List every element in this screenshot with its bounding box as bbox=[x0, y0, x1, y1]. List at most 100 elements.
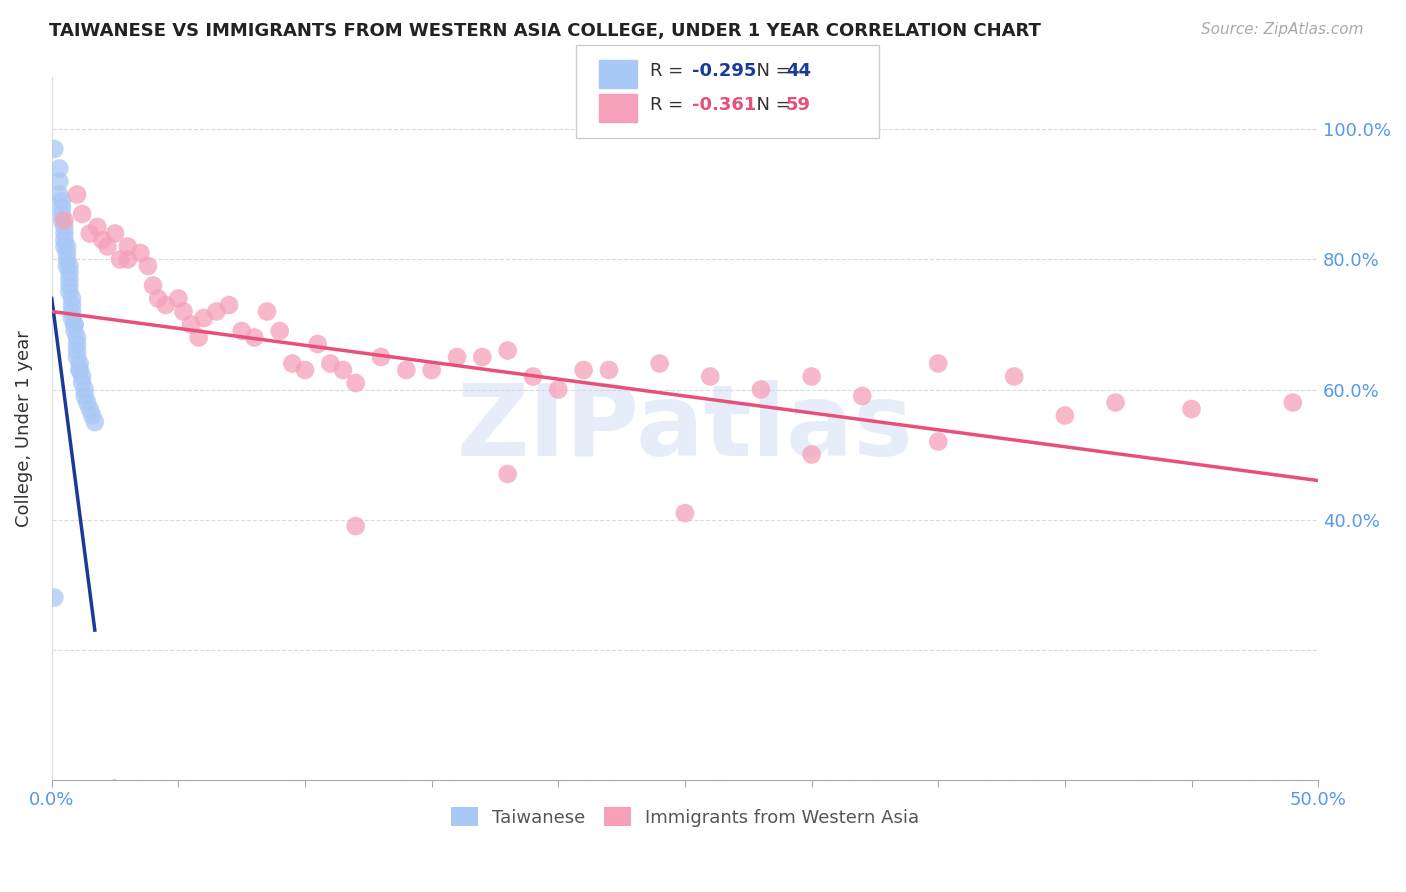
Point bbox=[79, 402, 101, 417]
Point bbox=[96, 239, 118, 253]
Point bbox=[281, 357, 304, 371]
Point bbox=[69, 357, 91, 371]
Point bbox=[104, 227, 127, 241]
Point bbox=[108, 252, 131, 267]
Point bbox=[231, 324, 253, 338]
Point bbox=[1180, 402, 1202, 417]
Point bbox=[53, 227, 76, 241]
Point bbox=[53, 239, 76, 253]
Point bbox=[73, 383, 96, 397]
Point bbox=[58, 272, 80, 286]
Point bbox=[496, 467, 519, 481]
Point bbox=[63, 324, 86, 338]
Point bbox=[70, 369, 93, 384]
Point bbox=[1104, 395, 1126, 409]
Point bbox=[48, 174, 70, 188]
Point bbox=[395, 363, 418, 377]
Point bbox=[243, 330, 266, 344]
Point bbox=[58, 285, 80, 299]
Point bbox=[1281, 395, 1303, 409]
Point bbox=[79, 227, 101, 241]
Point bbox=[927, 434, 949, 449]
Point bbox=[76, 395, 98, 409]
Point bbox=[44, 591, 66, 605]
Point bbox=[66, 350, 89, 364]
Text: N =: N = bbox=[745, 96, 797, 114]
Point bbox=[800, 369, 823, 384]
Point bbox=[83, 415, 105, 429]
Y-axis label: College, Under 1 year: College, Under 1 year bbox=[15, 330, 32, 527]
Point bbox=[66, 343, 89, 358]
Point bbox=[86, 219, 108, 234]
Point bbox=[66, 187, 89, 202]
Point bbox=[927, 357, 949, 371]
Point bbox=[58, 265, 80, 279]
Text: Source: ZipAtlas.com: Source: ZipAtlas.com bbox=[1201, 22, 1364, 37]
Point bbox=[256, 304, 278, 318]
Point bbox=[82, 409, 104, 423]
Point bbox=[142, 278, 165, 293]
Point bbox=[58, 259, 80, 273]
Point bbox=[117, 239, 139, 253]
Point bbox=[66, 330, 89, 344]
Point bbox=[146, 292, 169, 306]
Point bbox=[572, 363, 595, 377]
Point bbox=[117, 252, 139, 267]
Point bbox=[63, 318, 86, 332]
Point bbox=[53, 233, 76, 247]
Point bbox=[51, 207, 73, 221]
Point bbox=[1002, 369, 1025, 384]
Text: R =: R = bbox=[650, 62, 689, 80]
Point bbox=[180, 318, 202, 332]
Point bbox=[60, 298, 83, 312]
Point bbox=[673, 506, 696, 520]
Point bbox=[58, 278, 80, 293]
Point bbox=[648, 357, 671, 371]
Point bbox=[471, 350, 494, 364]
Point bbox=[307, 337, 329, 351]
Point bbox=[73, 389, 96, 403]
Point bbox=[269, 324, 291, 338]
Point bbox=[56, 252, 79, 267]
Point bbox=[70, 207, 93, 221]
Point bbox=[205, 304, 228, 318]
Point bbox=[91, 233, 114, 247]
Point bbox=[63, 318, 86, 332]
Point bbox=[699, 369, 721, 384]
Point bbox=[155, 298, 177, 312]
Point bbox=[851, 389, 873, 403]
Text: TAIWANESE VS IMMIGRANTS FROM WESTERN ASIA COLLEGE, UNDER 1 YEAR CORRELATION CHAR: TAIWANESE VS IMMIGRANTS FROM WESTERN ASI… bbox=[49, 22, 1040, 40]
Text: 44: 44 bbox=[786, 62, 811, 80]
Point bbox=[598, 363, 620, 377]
Point bbox=[48, 161, 70, 176]
Point bbox=[69, 363, 91, 377]
Legend: Taiwanese, Immigrants from Western Asia: Taiwanese, Immigrants from Western Asia bbox=[443, 800, 927, 834]
Point bbox=[319, 357, 342, 371]
Point bbox=[522, 369, 544, 384]
Point bbox=[420, 363, 443, 377]
Point bbox=[193, 311, 215, 326]
Point bbox=[344, 376, 367, 390]
Point bbox=[60, 311, 83, 326]
Point bbox=[172, 304, 194, 318]
Point bbox=[800, 448, 823, 462]
Point bbox=[56, 239, 79, 253]
Point bbox=[749, 383, 772, 397]
Point bbox=[60, 304, 83, 318]
Text: N =: N = bbox=[745, 62, 797, 80]
Point bbox=[70, 376, 93, 390]
Point bbox=[547, 383, 569, 397]
Point bbox=[44, 142, 66, 156]
Point bbox=[56, 246, 79, 260]
Point bbox=[344, 519, 367, 533]
Point bbox=[56, 259, 79, 273]
Text: -0.361: -0.361 bbox=[692, 96, 756, 114]
Text: R =: R = bbox=[650, 96, 689, 114]
Point bbox=[167, 292, 190, 306]
Point bbox=[48, 187, 70, 202]
Point bbox=[496, 343, 519, 358]
Point bbox=[60, 292, 83, 306]
Text: 59: 59 bbox=[786, 96, 811, 114]
Point bbox=[370, 350, 392, 364]
Text: ZIPatlas: ZIPatlas bbox=[457, 380, 914, 477]
